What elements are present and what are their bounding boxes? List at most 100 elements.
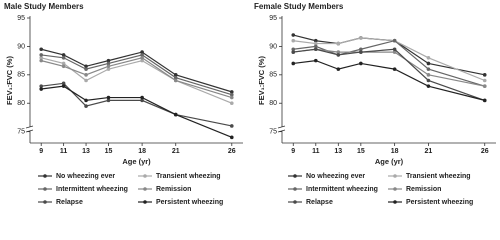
point: [39, 55, 44, 60]
point: [313, 41, 318, 46]
point: [84, 64, 88, 69]
point: [336, 53, 341, 57]
legend-marker: [43, 200, 47, 204]
y-tick-label: 85: [17, 72, 25, 79]
point: [426, 78, 431, 83]
point: [359, 50, 363, 54]
x-axis-label: Age (yr): [122, 157, 151, 166]
legend-label: Remission: [156, 186, 191, 193]
x-tick-label: 13: [82, 148, 90, 155]
point: [291, 38, 296, 43]
x-tick-label: 11: [312, 148, 320, 155]
x-tick-label: 18: [391, 148, 399, 155]
figure: Male Study Members 75 80 85 90 95 9 11 13 15 18 21 2…: [4, 2, 496, 206]
legend-label: Relapse: [306, 199, 333, 206]
point: [392, 50, 397, 54]
point: [173, 75, 178, 80]
point: [106, 67, 111, 71]
point: [291, 33, 296, 37]
series-line: [293, 37, 485, 82]
x-tick-label: 15: [357, 148, 365, 155]
point: [39, 47, 44, 52]
legend-marker: [393, 187, 397, 191]
chart-title: Female Study Members: [254, 2, 344, 11]
point: [106, 98, 111, 103]
point: [61, 55, 66, 60]
point: [482, 78, 487, 83]
point: [313, 47, 318, 52]
x-tick-label: 13: [334, 148, 342, 155]
y-axis-label: FEV₁:FVC (%): [257, 56, 266, 105]
point: [84, 78, 88, 83]
point: [39, 53, 44, 57]
point: [229, 101, 234, 106]
point: [392, 47, 397, 52]
legend-marker: [393, 174, 397, 178]
point: [426, 67, 431, 71]
point: [84, 67, 88, 71]
point: [106, 95, 111, 100]
point: [106, 61, 111, 66]
legend-label: Persistent wheezing: [156, 199, 223, 206]
point: [106, 58, 111, 63]
y-tick-label: 75: [17, 128, 25, 135]
y-tick-label: 90: [17, 43, 25, 50]
point: [229, 92, 234, 97]
point: [229, 124, 234, 128]
legend-label: Remission: [406, 186, 441, 193]
legend-label: Intermittent wheezing: [306, 186, 378, 193]
series-line: [41, 57, 233, 104]
point: [482, 84, 487, 88]
point: [84, 73, 88, 77]
axis-break-gap: [26, 127, 34, 131]
point: [392, 67, 397, 71]
x-axis-label: Age (yr): [375, 157, 404, 166]
x-tick-label: 9: [291, 148, 295, 155]
point: [426, 61, 431, 66]
legend-marker: [43, 174, 47, 178]
axis-break-gap: [278, 127, 286, 131]
point: [61, 84, 66, 88]
point: [229, 135, 234, 140]
chart-title: Male Study Members: [4, 2, 84, 11]
legend-marker: [293, 187, 297, 191]
legend-marker: [293, 200, 297, 204]
x-tick-label: 15: [105, 148, 113, 155]
legend-label: Transient wheezing: [406, 173, 471, 180]
legend-marker: [393, 200, 397, 204]
page: {"chart_data": [ {"type": "line", "title…: [4, 2, 496, 206]
legend-label: Persistent wheezing: [406, 199, 473, 206]
point: [426, 73, 431, 77]
y-tick-label: 85: [269, 72, 277, 79]
legend-label: Relapse: [56, 199, 83, 206]
point: [229, 90, 234, 94]
x-tick-label: 26: [228, 148, 236, 155]
x-tick-label: 11: [60, 148, 68, 155]
x-tick-label: 26: [481, 148, 489, 155]
axis-break: [277, 125, 286, 129]
axis-break: [25, 125, 34, 129]
legend-label: No wheezing ever: [306, 173, 365, 180]
y-tick-label: 75: [269, 128, 277, 135]
point: [61, 61, 66, 66]
point: [291, 61, 296, 66]
point: [359, 47, 363, 52]
point: [313, 44, 318, 49]
point: [426, 55, 431, 60]
point: [140, 53, 144, 57]
y-tick-label: 80: [269, 100, 277, 107]
y-tick-label: 80: [17, 100, 25, 107]
legend-label: Intermittent wheezing: [56, 186, 128, 193]
point: [336, 50, 341, 54]
point: [482, 98, 487, 103]
point: [61, 64, 66, 69]
legend-marker: [43, 187, 47, 191]
point: [140, 58, 144, 63]
point: [140, 95, 144, 100]
point: [84, 98, 88, 103]
point: [173, 73, 178, 77]
point: [140, 98, 144, 103]
y-tick-label: 95: [17, 15, 25, 22]
legend-marker: [143, 200, 147, 204]
point: [229, 95, 234, 100]
